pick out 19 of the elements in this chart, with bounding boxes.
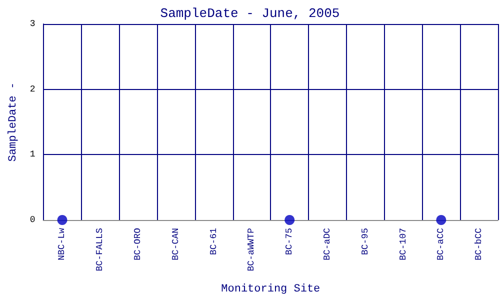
y-tick-label: 1 [30, 150, 36, 160]
x-tick-label: BC-aCC [436, 227, 446, 260]
x-tick-label: BC-95 [360, 228, 370, 256]
chart-title: SampleDate - June, 2005 [160, 6, 340, 21]
x-tick-label: BC-107 [398, 228, 408, 260]
x-tick-label: BC-FALLS [95, 228, 106, 272]
y-tick-label: 2 [30, 84, 36, 94]
x-tick-label: BC-61 [208, 228, 219, 256]
x-tick-label: NBC-Lw [57, 227, 68, 260]
x-axis-title: Monitoring Site [221, 284, 320, 296]
x-tick-label: BC-75 [284, 228, 295, 256]
x-tick-label: BC-ORO [133, 228, 144, 260]
x-tick-label: BC-CAN [170, 228, 181, 260]
x-tick-label: BC-aDC [322, 227, 332, 260]
x-tick-label: BC-aWWTP [246, 228, 257, 272]
x-tick-label: BC-bCC [474, 227, 484, 260]
y-tick-label: 3 [30, 19, 36, 29]
y-tick-label: 0 [30, 215, 36, 225]
y-axis-title: SampleDate - [8, 82, 20, 162]
